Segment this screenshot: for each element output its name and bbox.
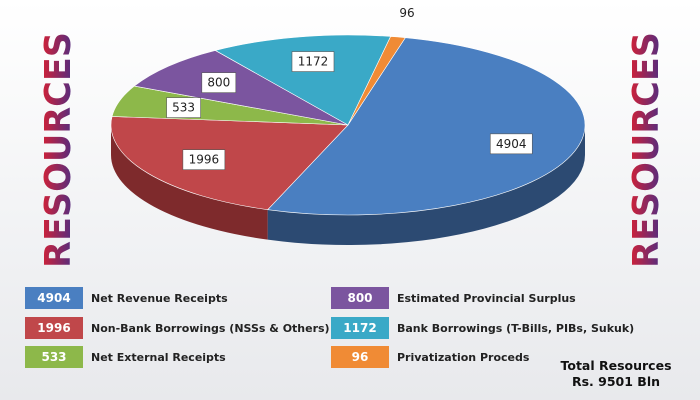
- pie-side-1: [111, 125, 268, 240]
- legend-swatch: 4904: [25, 287, 83, 309]
- legend-item: 4904 Net Revenue Receipts: [25, 287, 228, 309]
- data-label-box-4: [291, 51, 335, 72]
- legend-label: Net External Receipts: [91, 350, 226, 364]
- total-label: Total Resources: [560, 358, 672, 373]
- legend-label: Net Revenue Receipts: [91, 291, 228, 305]
- data-label-4: 1172: [298, 55, 329, 69]
- legend-item: 96 Privatization Proceds: [331, 346, 529, 368]
- pie-slice-3: [133, 50, 349, 126]
- legend-item: 1996 Non-Bank Borrowings (NSSs & Others): [25, 317, 330, 339]
- total-resources: Total Resources Rs. 9501 Bln: [556, 358, 676, 390]
- legend-swatch: 96: [331, 346, 389, 368]
- data-label-2: 533: [172, 101, 195, 115]
- data-label-1: 1996: [189, 153, 220, 167]
- legend-item: 1172 Bank Borrowings (T-Bills, PIBs, Suku…: [331, 317, 634, 339]
- data-label-box-1: [182, 149, 226, 170]
- legend-label: Non-Bank Borrowings (NSSs & Others): [91, 321, 330, 335]
- side-title-text: RESOURCES: [38, 32, 78, 268]
- side-title-text: RESOURCES: [626, 32, 666, 268]
- legend-label: Privatization Proceds: [397, 350, 530, 364]
- data-label-0: 4904: [496, 137, 527, 151]
- data-label-box-2: [166, 97, 201, 118]
- data-label-5: 96: [399, 6, 414, 20]
- pie-chart: 4904 1996 533 800 1172 96: [110, 6, 586, 245]
- data-label-3: 800: [207, 76, 230, 90]
- legend-item: 533 Net External Receipts: [25, 346, 226, 368]
- legend-item: 800 Estimated Provincial Surplus: [331, 287, 576, 309]
- pie-slice-4: [214, 34, 392, 126]
- pie-slice-0: [267, 37, 586, 216]
- data-label-box-0: [489, 133, 533, 155]
- legend-swatch: 1996: [25, 317, 83, 339]
- legend-swatch: 1172: [331, 317, 389, 339]
- legend-swatch: 800: [331, 287, 389, 309]
- legend-label: Bank Borrowings (T-Bills, PIBs, Sukuk): [397, 321, 635, 335]
- pie-slice-1: [110, 116, 349, 210]
- side-title-right: RESOURCES: [626, 30, 667, 270]
- legend-swatch: 533: [25, 346, 83, 368]
- total-value: Rs. 9501 Bln: [571, 374, 661, 389]
- data-label-box-3: [201, 72, 237, 93]
- pie-slice-5: [347, 36, 406, 126]
- side-title-left: RESOURCES: [38, 30, 79, 270]
- legend-label: Estimated Provincial Surplus: [397, 291, 576, 305]
